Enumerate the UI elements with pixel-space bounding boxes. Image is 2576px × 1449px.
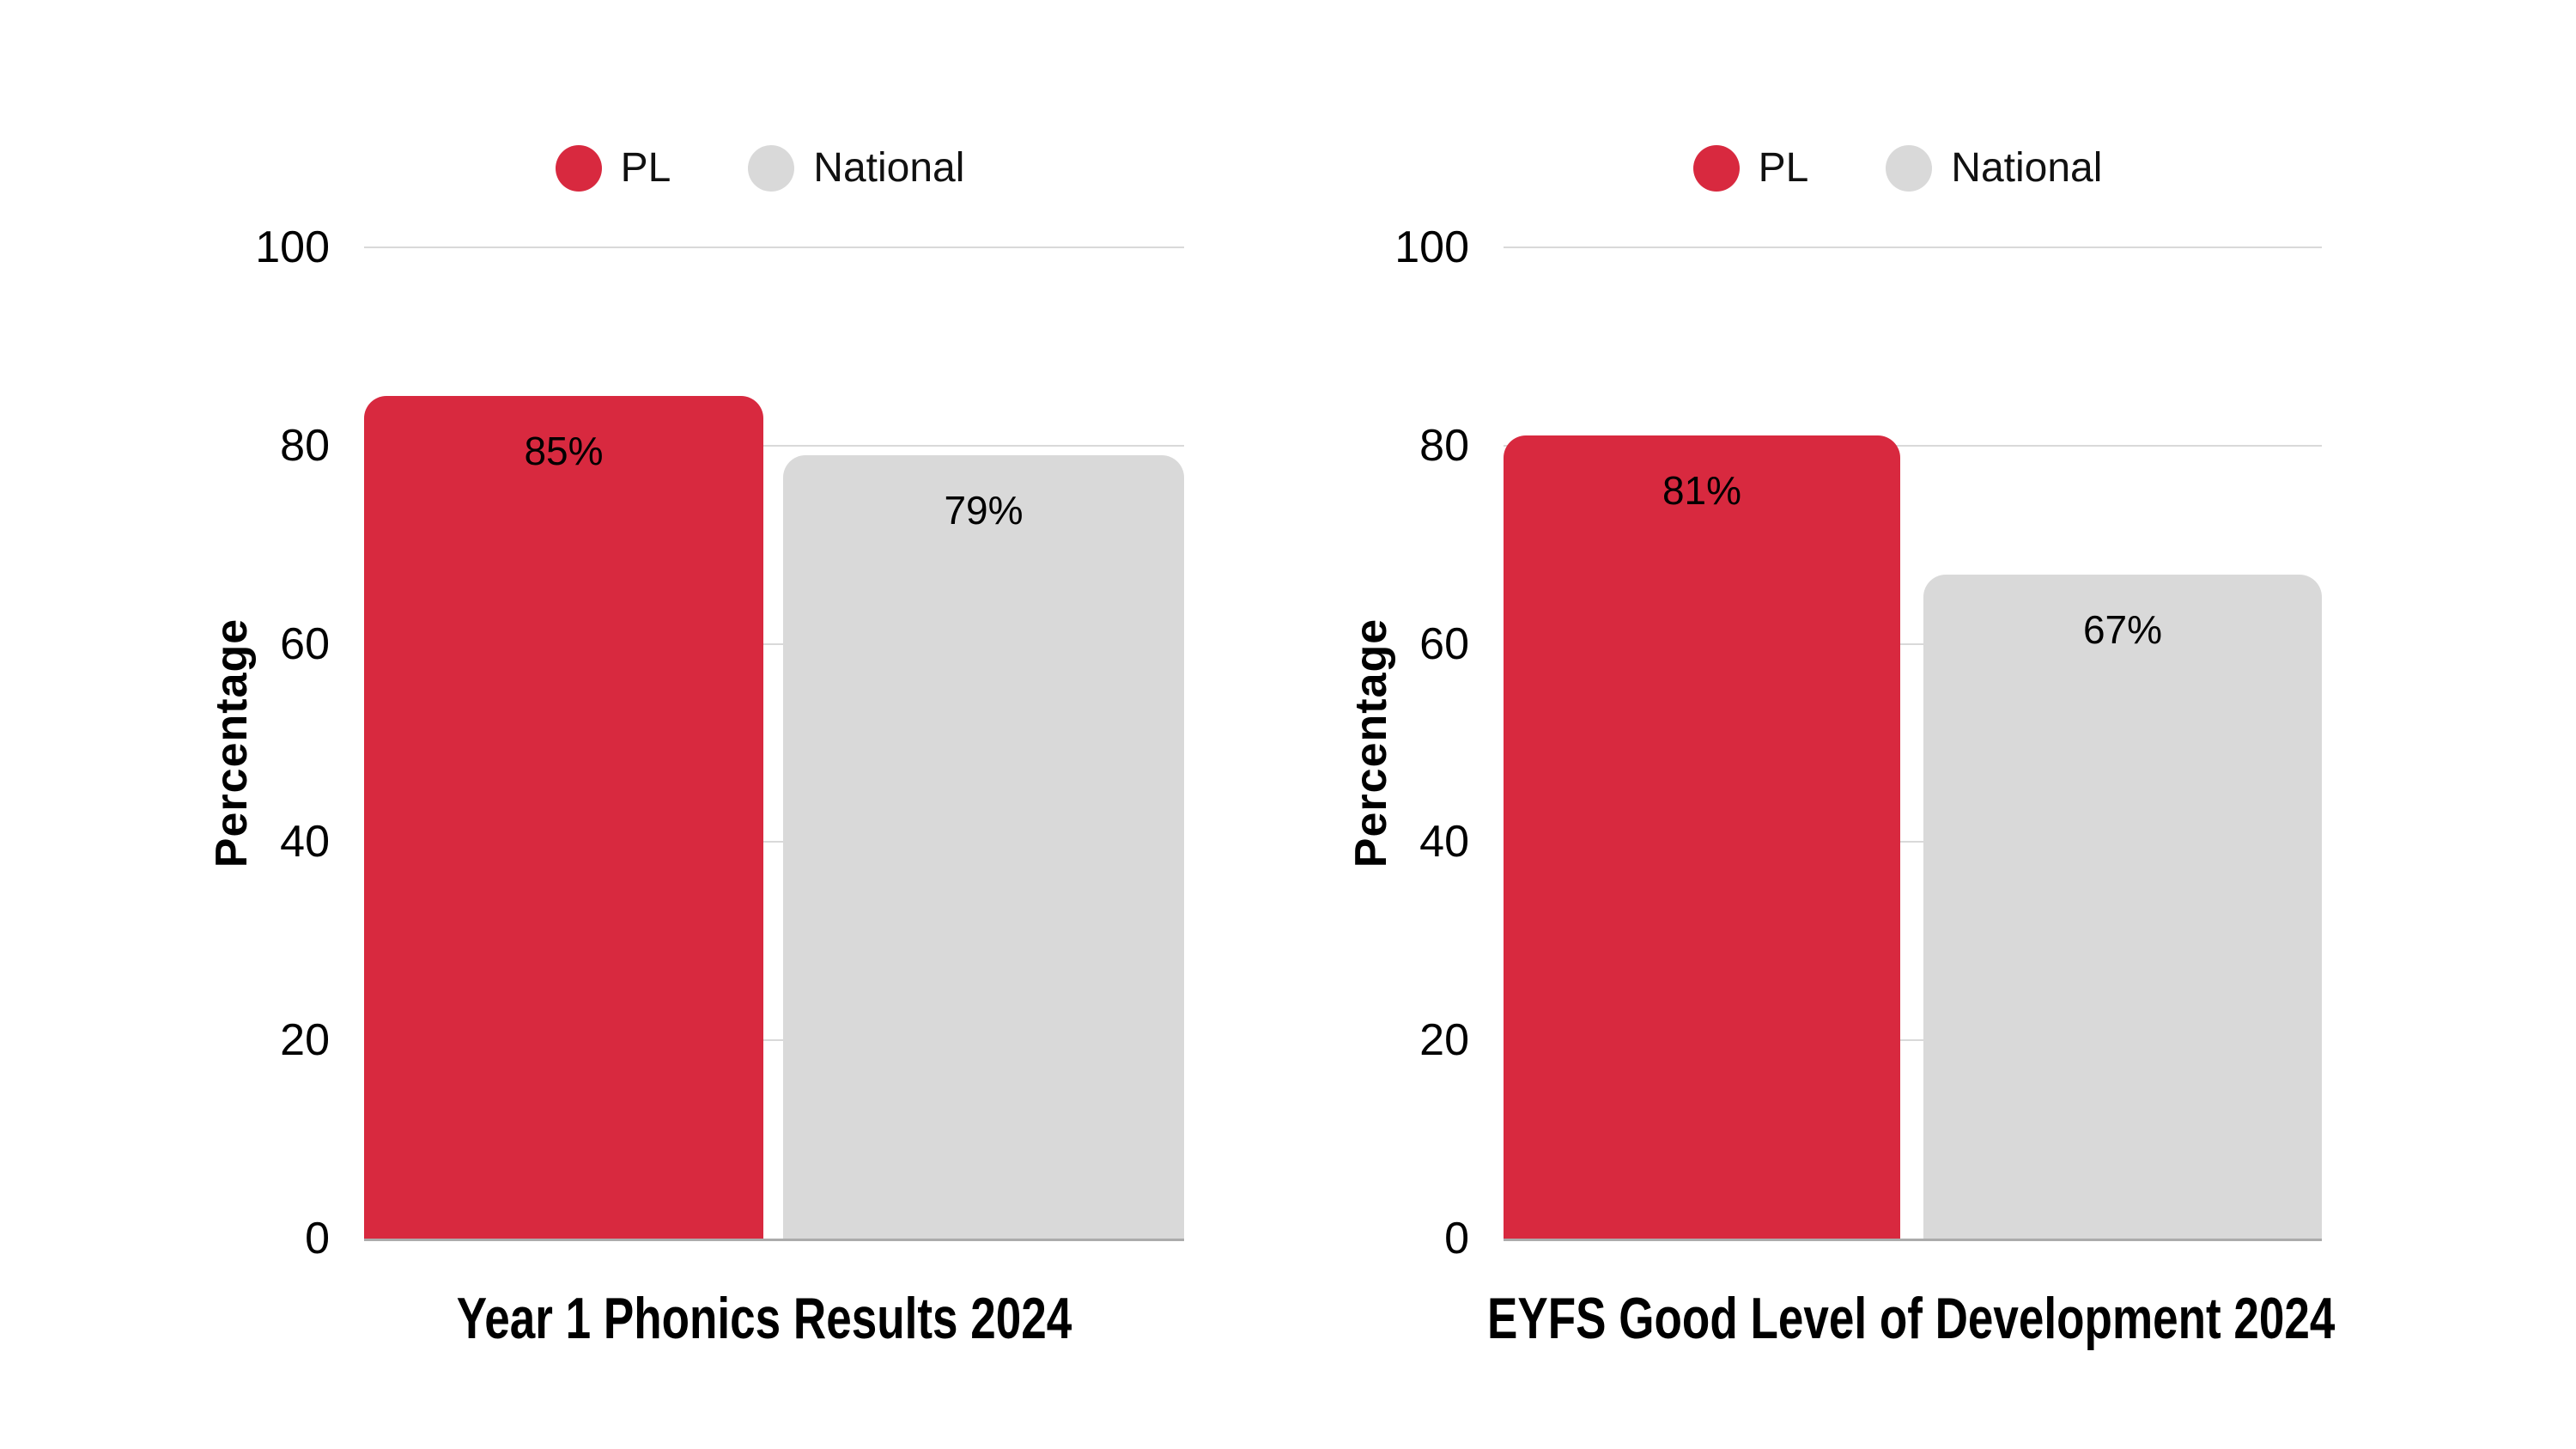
legend-item-pl: PL [555, 145, 671, 192]
legend-label-national: National [813, 145, 965, 191]
phonics-plot-area: 0 20 40 60 80 100 85% 79% [255, 222, 1184, 1263]
phonics-chart-title: Year 1 Phonics Results 2024 [456, 1286, 1072, 1351]
y-axis-title: Percentage [1346, 618, 1396, 868]
bar-national: 79% [783, 455, 1184, 1239]
bar-national: 67% [1923, 575, 2322, 1239]
gridline-40 [364, 841, 1184, 843]
legend-label-national: National [1951, 145, 2103, 191]
y-tick-label-0: 0 [1444, 1214, 1469, 1263]
national-legend-marker-icon [748, 145, 795, 192]
bar-pl: 81% [1504, 435, 1900, 1239]
legend-item-national: National [1886, 145, 2102, 192]
x-axis-line [364, 1239, 1184, 1241]
legend-label-pl: PL [1758, 145, 1809, 191]
y-tick-label-20: 20 [1419, 1015, 1469, 1065]
y-tick-label-80: 80 [280, 421, 330, 471]
legend: PL National [331, 134, 1189, 203]
legend-label-pl: PL [620, 145, 671, 191]
y-tick-label-0: 0 [305, 1214, 330, 1263]
gridline-20 [364, 1039, 1184, 1041]
pl-legend-marker-icon [1692, 145, 1740, 192]
y-axis-title: Percentage [207, 618, 257, 868]
gridline-60 [1504, 643, 2322, 645]
bar-pl: 85% [364, 396, 763, 1239]
y-tick-label-60: 60 [280, 619, 330, 669]
gridline-20 [1504, 1039, 2322, 1041]
legend: PL National [1468, 134, 2327, 203]
pl-legend-marker-icon [555, 145, 602, 192]
bar-value-label-pl: 81% [1662, 468, 1742, 513]
gridline-40 [1504, 841, 2322, 843]
y-tick-label-100: 100 [255, 222, 330, 272]
y-tick-label-100: 100 [1394, 222, 1469, 272]
gridline-80 [364, 445, 1184, 447]
bar-value-label-pl: 85% [524, 429, 604, 473]
bar-value-label-national: 79% [944, 488, 1024, 533]
y-tick-label-20: 20 [280, 1015, 330, 1065]
gridline-80 [1504, 445, 2322, 447]
gridline-100 [364, 247, 1184, 248]
legend-item-national: National [748, 145, 964, 192]
national-legend-marker-icon [1886, 145, 1933, 192]
eyfs-chart-title: EYFS Good Level of Development 2024 [1487, 1286, 2336, 1351]
x-axis-line [1504, 1239, 2322, 1241]
eyfs-plot-area: 0 20 40 60 80 100 81% 67% [1394, 222, 2322, 1263]
legend-item-pl: PL [1692, 145, 1809, 192]
y-tick-label-40: 40 [1419, 817, 1469, 867]
gridline-60 [364, 643, 1184, 645]
y-tick-label-60: 60 [1419, 619, 1469, 669]
gridline-100 [1504, 247, 2322, 248]
bar-value-label-national: 67% [2082, 607, 2163, 652]
y-tick-label-40: 40 [280, 817, 330, 867]
y-tick-label-80: 80 [1419, 421, 1469, 471]
